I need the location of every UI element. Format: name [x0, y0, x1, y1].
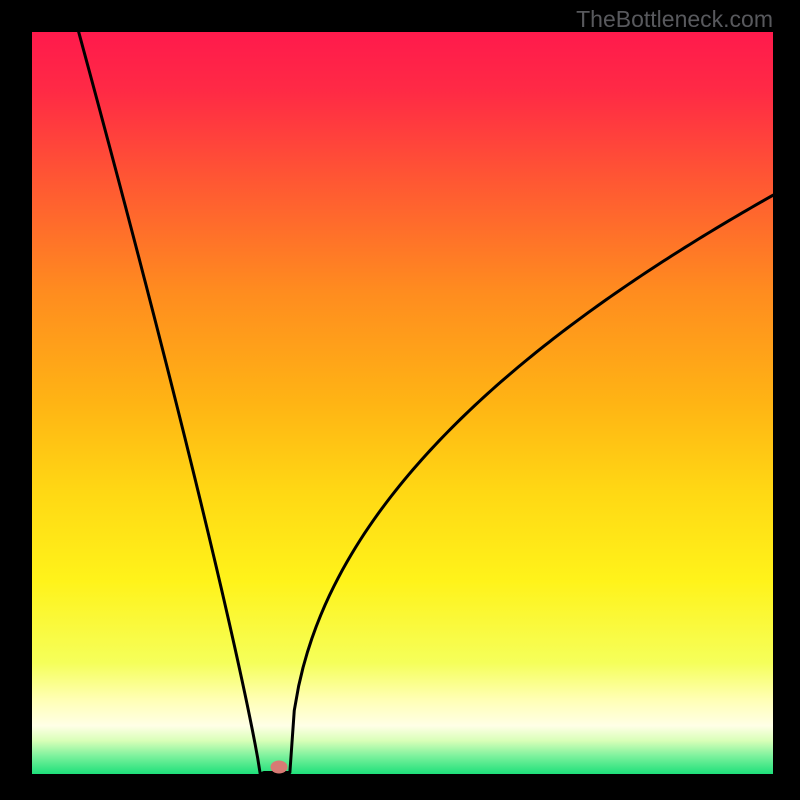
optimal-point-marker	[271, 761, 288, 774]
watermark-text: TheBottleneck.com	[576, 6, 773, 33]
bottleneck-curve	[32, 32, 773, 774]
chart-frame: TheBottleneck.com	[0, 0, 800, 800]
plot-area	[32, 32, 773, 774]
